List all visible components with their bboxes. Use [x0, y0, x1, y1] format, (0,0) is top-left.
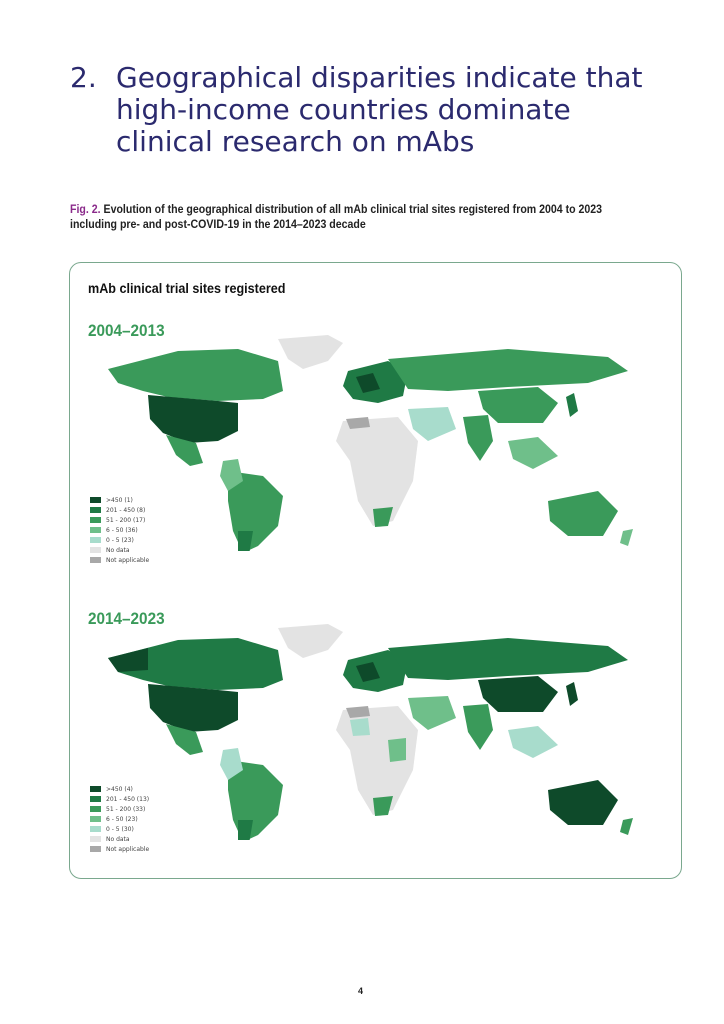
- legend-item: Not applicable: [90, 844, 149, 854]
- legend-label: 201 - 450 (13): [106, 795, 150, 803]
- legend-swatch: [90, 537, 101, 543]
- legend-label: 6 - 50 (36): [106, 526, 138, 534]
- legend-label: No data: [106, 835, 130, 843]
- legend-2014-2023: >450 (4) 201 - 450 (13) 51 - 200 (33) 6 …: [90, 784, 149, 854]
- legend-label: Not applicable: [106, 845, 150, 853]
- legend-swatch: [90, 836, 101, 842]
- page-number: 4: [358, 986, 364, 996]
- figure-title: mAb clinical trial sites registered: [88, 280, 286, 296]
- legend-item: >450 (4): [90, 784, 149, 794]
- legend-label: No data: [106, 546, 130, 554]
- legend-label: 0 - 5 (23): [106, 536, 134, 544]
- world-map-2014-2023: [108, 624, 633, 840]
- legend-item: Not applicable: [90, 555, 149, 565]
- legend-swatch: [90, 846, 101, 852]
- legend-swatch: [90, 806, 101, 812]
- section-number: 2.: [70, 61, 97, 94]
- legend-swatch: [90, 497, 101, 503]
- legend-item: 51 - 200 (33): [90, 804, 149, 814]
- legend-swatch: [90, 547, 101, 553]
- legend-swatch: [90, 527, 101, 533]
- legend-label: >450 (4): [106, 785, 133, 793]
- legend-label: 51 - 200 (33): [106, 805, 146, 813]
- world-map-2004-2013: [108, 335, 633, 551]
- legend-swatch: [90, 796, 101, 802]
- period-label-2014-2023: 2014–2023: [88, 609, 165, 628]
- legend-item: 51 - 200 (17): [90, 515, 149, 525]
- legend-2004-2013: >450 (1) 201 - 450 (8) 51 - 200 (17) 6 -…: [90, 495, 149, 565]
- legend-label: 0 - 5 (30): [106, 825, 134, 833]
- figure-caption: Fig. 2. Evolution of the geographical di…: [70, 203, 622, 233]
- legend-label: 201 - 450 (8): [106, 506, 146, 514]
- legend-label: 6 - 50 (23): [106, 815, 138, 823]
- figure-box: mAb clinical trial sites registered 2004…: [69, 262, 682, 879]
- section-title: Geographical disparities indicate that h…: [116, 61, 643, 158]
- legend-swatch: [90, 557, 101, 563]
- legend-label: 51 - 200 (17): [106, 516, 146, 524]
- legend-label: >450 (1): [106, 496, 133, 504]
- legend-item: >450 (1): [90, 495, 149, 505]
- legend-swatch: [90, 507, 101, 513]
- legend-item: 0 - 5 (30): [90, 824, 149, 834]
- legend-item: 201 - 450 (13): [90, 794, 149, 804]
- legend-swatch: [90, 826, 101, 832]
- legend-swatch: [90, 517, 101, 523]
- period-label-2004-2013: 2004–2013: [88, 321, 165, 340]
- legend-item: No data: [90, 545, 149, 555]
- legend-swatch: [90, 786, 101, 792]
- legend-item: 201 - 450 (8): [90, 505, 149, 515]
- legend-item: 6 - 50 (36): [90, 525, 149, 535]
- legend-item: No data: [90, 834, 149, 844]
- legend-label: Not applicable: [106, 556, 150, 564]
- legend-item: 0 - 5 (23): [90, 535, 149, 545]
- legend-item: 6 - 50 (23): [90, 814, 149, 824]
- figure-caption-text: Evolution of the geographical distributi…: [70, 204, 603, 231]
- figure-label: Fig. 2.: [70, 204, 101, 216]
- legend-swatch: [90, 816, 101, 822]
